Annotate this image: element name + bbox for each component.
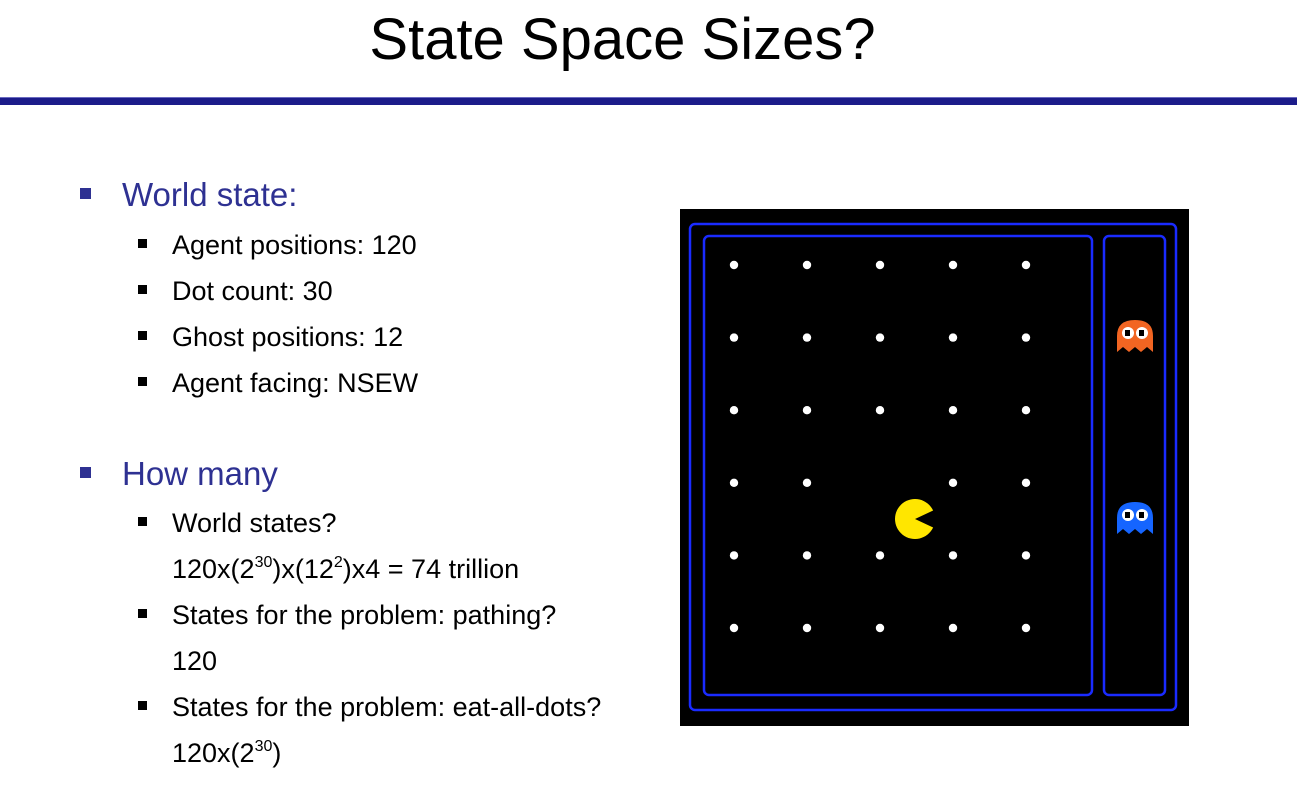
pacman-game-board	[680, 209, 1189, 726]
food-dot	[802, 551, 812, 560]
answer-part: )	[272, 738, 282, 768]
food-dot	[802, 406, 812, 415]
ghost-pupil	[1125, 512, 1130, 518]
food-dot	[1021, 333, 1031, 342]
food-dot	[802, 623, 812, 633]
title-rule	[0, 98, 1297, 105]
food-dot	[729, 406, 739, 415]
outer-wall	[688, 222, 1178, 712]
food-dot	[1021, 623, 1031, 633]
ghost-body	[1117, 320, 1153, 352]
answer-part: )x4 = 74 trillion	[342, 554, 520, 584]
question-text: States for the problem: pathing?	[172, 600, 557, 630]
food-dot	[802, 260, 812, 270]
food-dot	[729, 260, 739, 270]
ghost-body	[1117, 502, 1153, 534]
food-dot	[729, 551, 739, 560]
food-dot	[802, 478, 812, 487]
how-many-heading: How many	[122, 455, 278, 492]
bullet-square	[138, 701, 147, 710]
answer-exponent: 2	[333, 554, 343, 571]
inner-wall-main	[702, 234, 1094, 697]
answer-part: 120x(2	[172, 738, 255, 768]
food-dot	[948, 623, 958, 633]
bullet-square	[138, 517, 147, 526]
food-dot	[875, 551, 885, 560]
answer-pathing: 120	[172, 646, 218, 676]
food-dot	[1021, 551, 1031, 560]
answer-eat-all-dots: 120x(230)	[172, 736, 281, 770]
list-item-text: Agent facing: NSEW	[172, 368, 419, 398]
food-dot	[1021, 406, 1031, 415]
food-dot	[729, 478, 739, 487]
food-dot	[802, 333, 812, 342]
bullet-square	[138, 377, 147, 386]
bullet-square	[138, 331, 147, 340]
question-text: World states?	[172, 508, 337, 538]
question-text: States for the problem: eat-all-dots?	[172, 692, 602, 722]
slide-title: State Space Sizes?	[369, 7, 876, 72]
inner-wall-side	[1102, 234, 1167, 697]
food-dots	[729, 260, 1031, 633]
bullet-square	[80, 467, 91, 478]
bullet-square	[138, 285, 147, 294]
blue-ghost-icon	[1117, 502, 1153, 534]
game-canvas	[688, 222, 1178, 712]
list-item-text: Dot count: 30	[172, 276, 333, 306]
pacman-agent	[895, 499, 934, 539]
food-dot	[729, 623, 739, 633]
food-dot	[875, 260, 885, 270]
food-dot	[948, 260, 958, 270]
bullet-square	[80, 188, 91, 199]
food-dot	[875, 406, 885, 415]
ghost-pupil	[1139, 512, 1144, 518]
world-state-heading: World state:	[122, 176, 298, 213]
food-dot	[1021, 260, 1031, 270]
answer-exponent: 30	[254, 738, 273, 755]
answer-exponent: 30	[254, 554, 273, 571]
title-rule-highlight	[0, 97, 1297, 98]
food-dot	[948, 406, 958, 415]
list-item-text: Ghost positions: 12	[172, 322, 404, 352]
answer-part: 120x(2	[172, 554, 255, 584]
food-dot	[729, 333, 739, 342]
ghost-pupil	[1139, 330, 1144, 336]
ghost-pupil	[1125, 330, 1130, 336]
food-dot	[875, 623, 885, 633]
food-dot	[948, 478, 958, 487]
answer-world-states: 120x(230)x(122)x4 = 74 trillion	[172, 552, 519, 586]
bullet-square	[138, 609, 147, 618]
food-dot	[1021, 478, 1031, 487]
food-dot	[875, 333, 885, 342]
answer-part: )x(12	[272, 554, 334, 584]
list-item-text: Agent positions: 120	[172, 230, 417, 260]
orange-ghost-icon	[1117, 320, 1153, 352]
ghosts	[1117, 320, 1153, 534]
food-dot	[948, 551, 958, 560]
maze-walls	[688, 222, 1178, 712]
food-dot	[948, 333, 958, 342]
bullet-square	[138, 239, 147, 248]
pacman-icon	[895, 499, 934, 539]
